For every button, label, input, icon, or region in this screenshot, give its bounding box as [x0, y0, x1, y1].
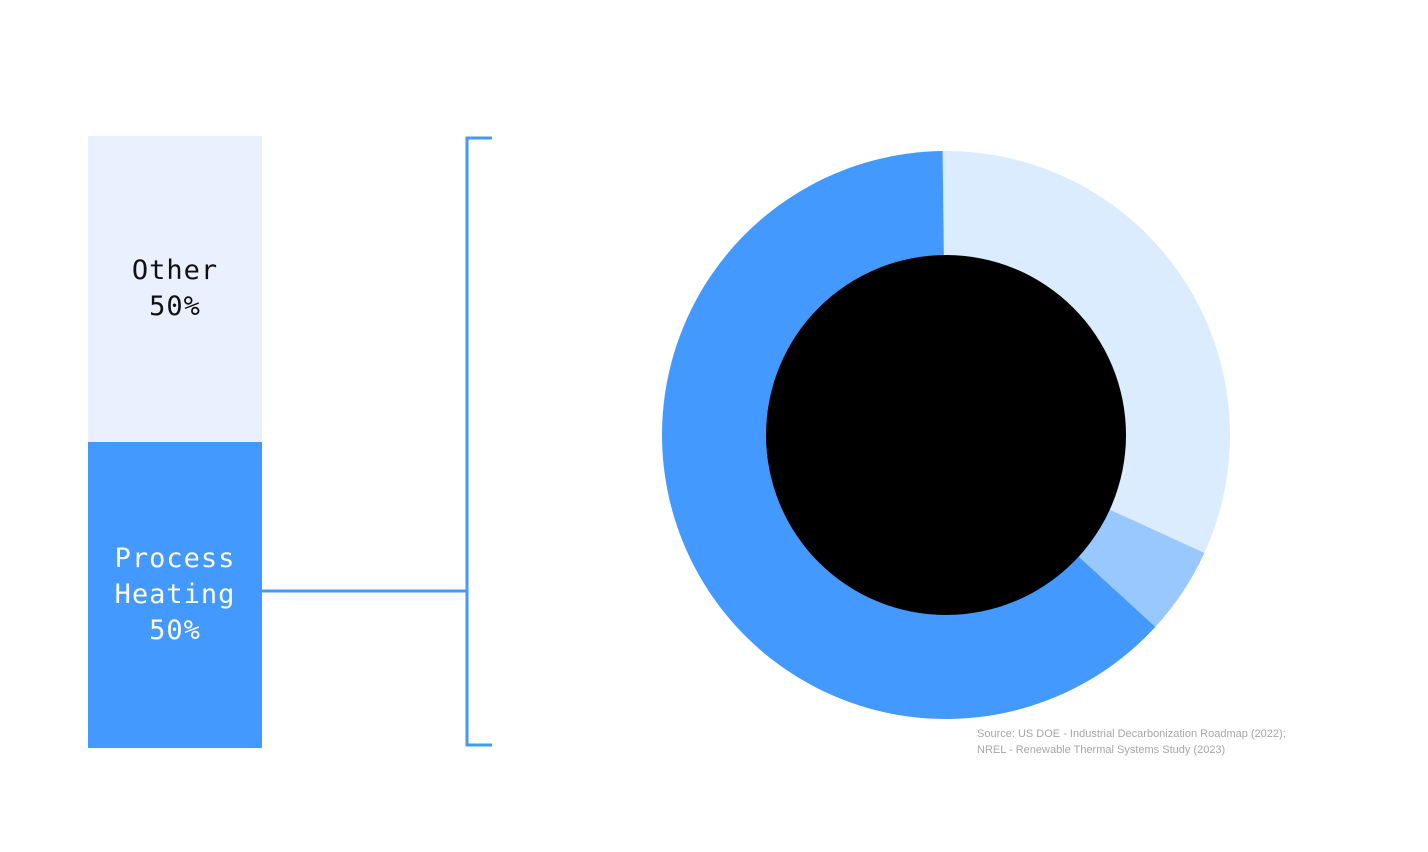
- bracket: [465, 136, 492, 747]
- bar-segment-process-heating: Process Heating 50%: [88, 442, 262, 748]
- bar-label-process-heating: Process Heating 50%: [114, 543, 236, 646]
- bar-segment-other: Other 50%: [88, 136, 262, 442]
- source-note: Source: US DOE - Industrial Decarbonizat…: [977, 728, 1286, 756]
- stacked-bar: Other 50% Process Heating 50%: [88, 136, 262, 748]
- bar-label-other: Other 50%: [131, 255, 219, 322]
- donut-center: [766, 255, 1126, 615]
